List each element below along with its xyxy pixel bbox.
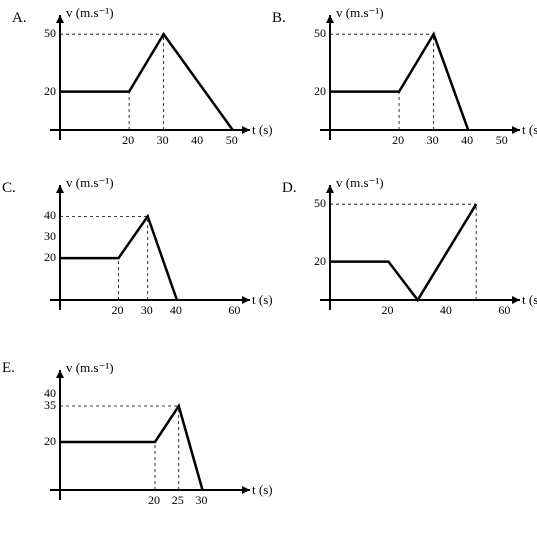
arrowhead-icon: [326, 185, 334, 193]
y-tick-label: 20: [44, 434, 56, 449]
x-tick-label: 30: [427, 133, 439, 148]
y-tick-label: 20: [44, 84, 56, 99]
x-tick-label: 30: [157, 133, 169, 148]
x-tick-label: 40: [440, 303, 452, 318]
y-tick-label: 40: [44, 208, 56, 223]
arrowhead-icon: [512, 296, 520, 304]
x-tick-label: 20: [392, 133, 404, 148]
y-axis-label: v (m.s⁻¹): [66, 5, 114, 21]
x-tick-label: 60: [498, 303, 510, 318]
chart-svg: [300, 180, 530, 330]
y-axis-label: v (m.s⁻¹): [66, 175, 114, 191]
x-axis-label: t (s): [252, 122, 273, 138]
y-tick-label: 30: [44, 229, 56, 244]
chart-panel-b: B.203040502050t (s)v (m.s⁻¹): [300, 10, 530, 160]
arrowhead-icon: [242, 296, 250, 304]
chart-panel-a: A.203040502050t (s)v (m.s⁻¹): [30, 10, 260, 160]
data-line: [60, 406, 203, 490]
x-axis-label: t (s): [252, 292, 273, 308]
data-line: [330, 204, 476, 300]
x-tick-label: 50: [496, 133, 508, 148]
y-tick-label: 50: [314, 26, 326, 41]
arrowhead-icon: [56, 370, 64, 378]
x-axis-label: t (s): [522, 122, 537, 138]
chart-panel-c: C.20304060203040t (s)v (m.s⁻¹): [30, 180, 260, 330]
x-tick-label: 40: [191, 133, 203, 148]
arrowhead-icon: [242, 126, 250, 134]
x-tick-label: 20: [148, 493, 160, 508]
x-tick-label: 20: [111, 303, 123, 318]
figure-grid: { "charts": [ { "id": "A", "type": "velo…: [0, 0, 537, 537]
x-tick-label: 25: [172, 493, 184, 508]
x-tick-label: 30: [141, 303, 153, 318]
arrowhead-icon: [326, 15, 334, 23]
chart-panel-d: D.2040602050t (s)v (m.s⁻¹): [300, 180, 530, 330]
y-tick-label: 20: [44, 250, 56, 265]
y-axis-label: v (m.s⁻¹): [336, 175, 384, 191]
panel-label: B.: [272, 10, 286, 27]
x-axis-label: t (s): [252, 482, 273, 498]
y-tick-label: 20: [314, 84, 326, 99]
x-tick-label: 30: [196, 493, 208, 508]
arrowhead-icon: [242, 486, 250, 494]
x-tick-label: 20: [381, 303, 393, 318]
chart-panel-e: E.202530203540t (s)v (m.s⁻¹): [30, 360, 260, 525]
panel-label: A.: [12, 10, 27, 27]
chart-svg: [30, 360, 260, 525]
y-tick-label: 20: [314, 254, 326, 269]
panel-label: D.: [282, 180, 297, 197]
panel-label: E.: [2, 360, 15, 377]
y-axis-label: v (m.s⁻¹): [336, 5, 384, 21]
x-tick-label: 40: [170, 303, 182, 318]
x-tick-label: 20: [122, 133, 134, 148]
y-tick-label: 40: [44, 386, 56, 401]
y-axis-label: v (m.s⁻¹): [66, 360, 114, 376]
y-tick-label: 50: [44, 26, 56, 41]
x-tick-label: 40: [461, 133, 473, 148]
panel-label: C.: [2, 180, 16, 197]
y-tick-label: 50: [314, 196, 326, 211]
x-axis-label: t (s): [522, 292, 537, 308]
data-line: [60, 34, 233, 130]
x-tick-label: 50: [226, 133, 238, 148]
x-tick-label: 60: [228, 303, 240, 318]
arrowhead-icon: [56, 15, 64, 23]
arrowhead-icon: [56, 185, 64, 193]
arrowhead-icon: [512, 126, 520, 134]
